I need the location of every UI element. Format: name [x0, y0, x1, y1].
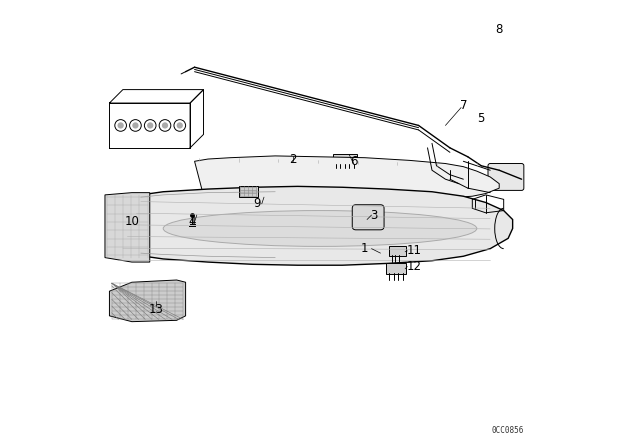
Polygon shape	[105, 193, 150, 262]
Text: 4: 4	[189, 215, 196, 228]
Text: 8: 8	[495, 22, 503, 36]
Polygon shape	[109, 280, 186, 322]
FancyBboxPatch shape	[488, 164, 524, 190]
Circle shape	[118, 122, 124, 129]
Ellipse shape	[163, 211, 477, 246]
Text: 5: 5	[477, 112, 485, 125]
Circle shape	[177, 122, 183, 129]
Text: 13: 13	[149, 302, 164, 316]
Circle shape	[132, 122, 139, 129]
Circle shape	[147, 122, 154, 129]
Text: 7: 7	[460, 99, 467, 112]
Polygon shape	[109, 186, 513, 265]
FancyBboxPatch shape	[333, 154, 356, 164]
Text: 0CC0856: 0CC0856	[492, 426, 524, 435]
Circle shape	[162, 122, 168, 129]
Text: 6: 6	[350, 155, 357, 168]
FancyBboxPatch shape	[352, 205, 384, 230]
Text: 9: 9	[253, 197, 261, 211]
Text: 10: 10	[124, 215, 140, 228]
Polygon shape	[190, 156, 499, 213]
Text: 11: 11	[406, 244, 422, 258]
Text: 1: 1	[361, 242, 369, 255]
Text: 2: 2	[289, 152, 297, 166]
FancyBboxPatch shape	[388, 246, 406, 256]
Text: 3: 3	[370, 208, 378, 222]
Text: 12: 12	[406, 260, 422, 273]
FancyBboxPatch shape	[387, 263, 406, 274]
FancyBboxPatch shape	[239, 186, 258, 197]
